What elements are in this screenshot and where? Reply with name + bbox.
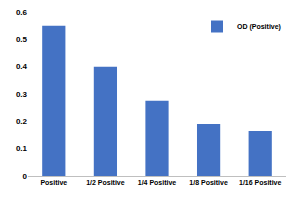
svg-text:0.6: 0.6 (16, 8, 28, 17)
svg-text:0.3: 0.3 (16, 90, 28, 99)
svg-text:Positive: Positive (40, 179, 67, 186)
svg-text:0.5: 0.5 (16, 35, 28, 44)
svg-text:0.2: 0.2 (16, 117, 28, 126)
svg-text:1/4 Positive: 1/4 Positive (138, 179, 177, 186)
svg-text:0.4: 0.4 (16, 62, 28, 71)
svg-text:1/2 Positive: 1/2 Positive (86, 179, 125, 186)
svg-text:1/16 Positive: 1/16 Positive (239, 179, 282, 186)
svg-text:OD (Positive): OD (Positive) (237, 23, 281, 31)
svg-text:0.1: 0.1 (16, 144, 28, 153)
svg-text:0: 0 (23, 172, 28, 181)
svg-text:1/8 Positive: 1/8 Positive (189, 179, 228, 186)
